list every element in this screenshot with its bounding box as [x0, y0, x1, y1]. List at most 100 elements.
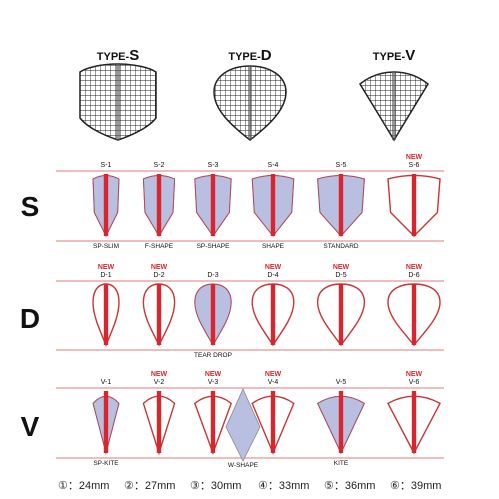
flight-v-5: V-5 KITE: [316, 379, 366, 467]
type-prefix: TYPE-: [373, 51, 406, 63]
row-letter-v: V: [21, 411, 40, 442]
new-badge: NEW: [333, 264, 350, 271]
mesh-flight-type-s: [79, 63, 157, 141]
flight-code-v-3: V-3: [208, 379, 219, 386]
flight-code-d-3: D-3: [207, 272, 218, 279]
flight-name-sp-slim: SP-SLIM: [93, 243, 119, 250]
flight-spine: [270, 174, 276, 236]
type-header-v: TYPE-V: [373, 47, 415, 64]
mesh-flight-type-v: [359, 71, 429, 142]
flight-name-kite: KITE: [334, 460, 349, 467]
flight-code-v-5: V-5: [336, 379, 347, 386]
flight-spine: [411, 391, 417, 453]
type-prefix: TYPE-: [97, 51, 130, 63]
flight-row-s: S-1SP-SLIMS-2F-SHAPES-3SP-SHAPES-4SHAPES…: [92, 154, 441, 250]
legend-item-5: ⑤：36mm: [324, 480, 376, 492]
flight-code-d-1: D-1: [100, 272, 111, 279]
flight-name-shape: SHAPE: [262, 243, 285, 250]
mesh-flight-type-d: [213, 65, 287, 141]
row-letter-d: D: [20, 303, 40, 334]
new-badge: NEW: [98, 264, 115, 271]
flight-name-tear-drop: TEAR DROP: [194, 352, 232, 359]
new-badge: NEW: [406, 371, 423, 378]
flight-code-s-3: S-3: [208, 162, 219, 169]
svg-text:TYPE-D: TYPE-D: [228, 47, 271, 64]
size-legend: ①：24mm ②：27mm ③：30mm ④：33mm ⑤：36mm ⑥：39m…: [0, 474, 499, 494]
new-badge: NEW: [406, 154, 423, 161]
flight-code-d-4: D-4: [267, 272, 278, 279]
flight-spine: [338, 284, 344, 345]
flight-spine: [270, 284, 276, 345]
new-badge: NEW: [265, 371, 282, 378]
flight-spine: [210, 284, 216, 345]
flight-name-f-shape: F-SHAPE: [145, 243, 174, 250]
new-badge: NEW: [151, 264, 168, 271]
type-letter: V: [405, 47, 415, 64]
type-letter: D: [261, 47, 272, 64]
flight-v-1: V-1 SP-KITE: [92, 379, 120, 467]
flight-code-s-5: S-5: [336, 162, 347, 169]
flight-code-d-2: D-2: [153, 272, 164, 279]
flight-code-v-4: V-4: [268, 379, 279, 386]
flight-s-4: S-4 SHAPE: [251, 162, 295, 250]
flight-s-3: S-3 SP-SHAPE: [194, 162, 232, 250]
svg-text:TYPE-V: TYPE-V: [373, 47, 415, 64]
flight-s-2: S-2 F-SHAPE: [142, 162, 176, 250]
flight-code-s-1: S-1: [101, 162, 112, 169]
flight-spine: [103, 284, 109, 345]
flight-spine: [411, 284, 417, 345]
flight-d-3: D-3 TEAR DROP: [194, 272, 232, 359]
flight-name-sp-kite: SP-KITE: [93, 460, 119, 467]
flight-code-d-5: D-5: [335, 272, 346, 279]
flight-row-v: V-1SP-KITEV-2NEWV-3NEWW-SHAPEV-4NEWV-5KI…: [92, 371, 441, 469]
flight-grid: S-1SP-SLIMS-2F-SHAPES-3SP-SHAPES-4SHAPES…: [92, 154, 441, 469]
flight-s-5: S-5 STANDARD: [317, 162, 365, 250]
flight-spine: [210, 174, 216, 236]
flight-code-v-1: V-1: [101, 379, 112, 386]
flight-spine: [156, 174, 162, 236]
legend-item-1: ①：24mm: [58, 480, 110, 492]
flight-spine: [156, 391, 162, 453]
flight-name-w-shape: W-SHAPE: [228, 462, 259, 469]
legend-item-4: ④：33mm: [258, 480, 310, 492]
flight-code-v-6: V-6: [409, 379, 420, 386]
flight-name-standard: STANDARD: [323, 243, 359, 250]
flight-s-1: S-1 SP-SLIM: [92, 162, 120, 250]
type-header-s: TYPE-S: [97, 47, 139, 64]
flight-code-s-2: S-2: [154, 162, 165, 169]
flight-name-sp-shape: SP-SHAPE: [197, 243, 231, 250]
flight-code-s-4: S-4: [268, 162, 279, 169]
legend-item-3: ③：30mm: [190, 480, 242, 492]
new-badge: NEW: [265, 264, 282, 271]
legend-item-6: ⑥：39mm: [390, 480, 442, 492]
flight-code-s-6: S-6: [409, 162, 420, 169]
flight-code-d-6: D-6: [408, 272, 419, 279]
type-letter: S: [129, 47, 139, 64]
type-header-d: TYPE-D: [228, 47, 271, 64]
flight-spine: [210, 391, 216, 453]
type-prefix: TYPE-: [228, 51, 261, 63]
flight-spine: [338, 174, 344, 236]
new-badge: NEW: [205, 371, 222, 378]
flight-spine: [338, 391, 344, 453]
w-shape-fill: [225, 388, 261, 462]
flight-spine: [103, 391, 109, 453]
row-lines: [56, 170, 444, 459]
row-letter-s: S: [21, 191, 40, 222]
svg-text:TYPE-S: TYPE-S: [97, 47, 139, 64]
flight-spine: [103, 174, 109, 236]
legend-item-2: ②：27mm: [124, 480, 176, 492]
flight-code-v-2: V-2: [154, 379, 165, 386]
new-badge: NEW: [151, 371, 168, 378]
